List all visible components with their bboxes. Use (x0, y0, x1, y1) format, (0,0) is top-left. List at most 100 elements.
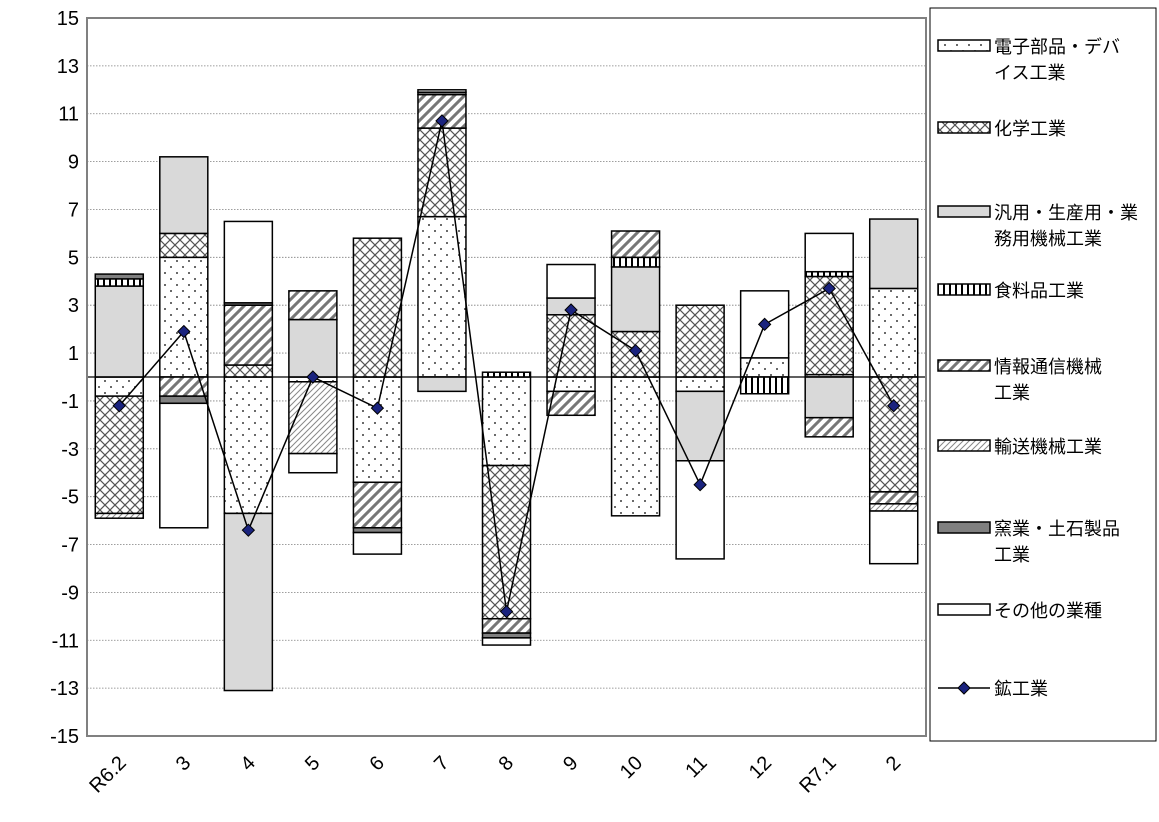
line-marker (435, 114, 449, 128)
line-marker (757, 317, 772, 332)
bar-segment (417, 89, 467, 93)
legend-label: 務用機械工業 (994, 229, 1102, 249)
x-tick-label: 5 (301, 752, 324, 775)
x-tick-label: 4 (236, 752, 259, 775)
legend-label: 窯業・土石製品 (994, 519, 1120, 539)
bar-segment (610, 256, 661, 268)
y-tick-label: -15 (50, 726, 79, 748)
bar-segment (288, 381, 338, 455)
line-marker (628, 343, 643, 358)
bar-segment (288, 452, 338, 474)
legend-swatch (937, 39, 991, 52)
legend-label: 化学工業 (994, 119, 1066, 139)
bar-segment (223, 220, 274, 304)
bar-segment (546, 314, 596, 378)
bar-segment (804, 232, 854, 273)
bar-segment (804, 416, 854, 438)
bar-segment (546, 390, 596, 417)
bar-segment (868, 491, 919, 505)
bar-segment (159, 256, 209, 378)
y-tick-label: -13 (50, 678, 79, 700)
plot-frame (86, 17, 927, 737)
y-tick-label: 9 (68, 152, 79, 174)
bar-segment (739, 376, 790, 395)
bar-segment (675, 304, 725, 378)
legend-swatch (937, 121, 991, 134)
line-marker (112, 399, 126, 413)
bar-segment (675, 390, 725, 462)
legend-label: 鉱工業 (994, 679, 1048, 699)
bar-segment (159, 376, 209, 397)
bar-segment (868, 376, 919, 493)
bar-segment (481, 637, 532, 646)
legend: 電子部品・デバイス工業化学工業汎用・生産用・業務用機械工業食料品工業情報通信機械… (929, 7, 1157, 742)
y-tick-label: -1 (61, 391, 79, 413)
bar-segment (352, 481, 403, 529)
bar-segment (417, 376, 467, 393)
line-marker (887, 399, 901, 413)
bar-segment (868, 218, 919, 290)
bar-segment (481, 617, 532, 634)
bar-segment (481, 371, 532, 378)
legend-label: 汎用・生産用・業 (994, 203, 1138, 223)
bar-segment (868, 287, 919, 378)
x-tick-label: 10 (616, 752, 647, 783)
legend-swatch (937, 359, 991, 372)
bar-segment (223, 364, 274, 378)
x-tick-label: 11 (681, 752, 711, 782)
bar-segment (94, 285, 145, 378)
line-marker (177, 324, 191, 339)
legend-label: 輸送機械工業 (994, 437, 1102, 457)
bar-segment (288, 318, 338, 378)
bar-segment (94, 278, 145, 287)
line-marker (499, 604, 514, 619)
bar-segment (352, 531, 403, 555)
legend-swatch (937, 521, 991, 534)
bar-segment (546, 263, 596, 299)
bar-segment (610, 376, 661, 517)
legend-label: その他の業種 (994, 601, 1102, 621)
legend-label: 情報通信機械 (994, 357, 1102, 377)
legend-line-marker (957, 681, 971, 695)
bar-segment (868, 510, 919, 565)
bar-segment (288, 290, 338, 321)
x-tick-label: R7.1 (795, 752, 840, 797)
y-tick-label: -7 (61, 535, 79, 557)
bar-segment (159, 395, 209, 405)
x-tick-label: 8 (495, 752, 518, 775)
y-tick-label: 13 (57, 56, 79, 78)
legend-swatch (937, 283, 991, 296)
legend-label: 食料品工業 (994, 281, 1084, 301)
y-tick-label: -3 (61, 439, 79, 461)
y-tick-label: 11 (58, 104, 79, 126)
legend-swatch (937, 439, 991, 452)
bar-segment (417, 127, 467, 218)
bar-segment (675, 376, 725, 393)
y-tick-label: 7 (68, 199, 79, 221)
line-marker (564, 303, 578, 317)
bar-segment (868, 503, 919, 512)
line-marker (306, 370, 320, 384)
bar-segment (159, 156, 209, 235)
legend-label: 工業 (994, 545, 1030, 565)
x-tick-label: 3 (172, 752, 195, 775)
line-marker (241, 523, 256, 537)
legend-label: 電子部品・デバ (994, 37, 1120, 57)
bar-segment (223, 376, 274, 515)
legend-label: イス工業 (994, 63, 1065, 83)
bar-segment (352, 376, 403, 484)
legend-label: 工業 (994, 383, 1030, 403)
legend-swatch (937, 205, 991, 218)
bar-segment (94, 512, 145, 519)
bar-segment (417, 215, 467, 378)
bar-segment (94, 273, 145, 280)
bar-segment (94, 395, 145, 515)
x-tick-label: 7 (430, 752, 453, 775)
bar-segment (610, 266, 661, 333)
bar-segment (159, 232, 209, 259)
bar-segment (481, 376, 532, 467)
bar-segment (675, 460, 725, 560)
y-tick-label: -11 (52, 630, 79, 652)
x-tick-label: 2 (882, 752, 905, 775)
